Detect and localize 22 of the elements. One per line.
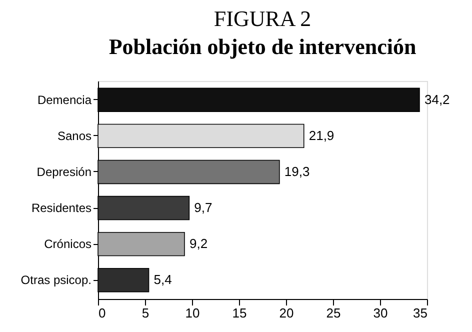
- chart-subtitle: Población objeto de intervención: [108, 34, 416, 59]
- x-tick-label: 35: [413, 306, 428, 320]
- y-tick-label: Depresión: [36, 164, 92, 179]
- y-tick-label: Crónicos: [44, 237, 92, 252]
- data-label: 9,7: [194, 200, 212, 216]
- chart-title: FIGURA 2: [214, 6, 312, 31]
- data-label: 21,9: [308, 128, 334, 143]
- x-tick-label: 15: [232, 306, 247, 320]
- data-label: 34,2: [424, 92, 450, 107]
- x-tick-label: 30: [373, 306, 388, 320]
- x-tick-label: 10: [185, 306, 200, 320]
- data-label: 9,2: [189, 236, 208, 252]
- x-tick-label: 20: [279, 306, 294, 320]
- y-tick-label: Sanos: [57, 128, 92, 143]
- x-tick-label: 0: [98, 306, 106, 320]
- data-label: 19,3: [284, 164, 310, 179]
- data-label: 5,4: [154, 272, 172, 288]
- y-tick-label: Residentes: [31, 201, 92, 216]
- y-tick-label: Otras psicop.: [20, 273, 92, 288]
- x-tick-label: 5: [142, 306, 150, 320]
- y-tick-label: Demencia: [37, 92, 92, 107]
- x-tick-label: 25: [326, 306, 341, 320]
